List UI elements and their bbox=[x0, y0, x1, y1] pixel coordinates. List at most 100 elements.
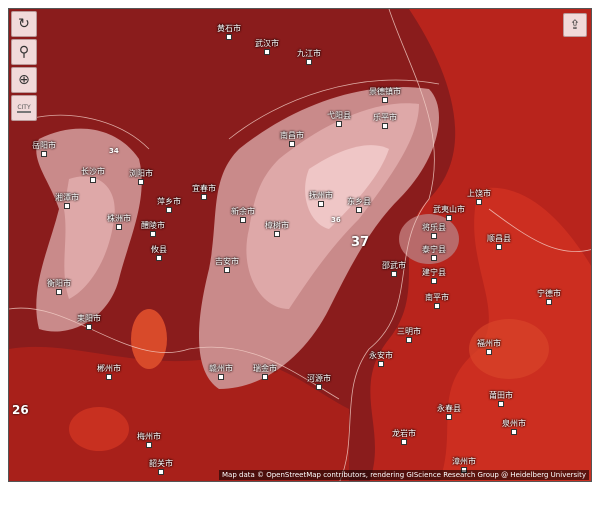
city-name: 瑞金市 bbox=[253, 364, 277, 373]
city-marker-icon bbox=[431, 278, 437, 284]
city-marker-icon bbox=[498, 401, 504, 407]
map-attribution: Map data © OpenStreetMap contributors, r… bbox=[219, 470, 589, 480]
city-marker-icon bbox=[166, 207, 172, 213]
city-marker-icon bbox=[226, 34, 232, 40]
city-marker-icon bbox=[431, 255, 437, 261]
city-label: 郴州市 bbox=[97, 364, 121, 380]
city-name: 弋阳县 bbox=[327, 111, 351, 120]
city-label: 黄石市 bbox=[217, 24, 241, 40]
city-name: 抚州市 bbox=[309, 191, 333, 200]
city-label: 梅州市 bbox=[137, 432, 161, 448]
city-name: 莆田市 bbox=[489, 391, 513, 400]
city-name: 将乐县 bbox=[422, 223, 446, 232]
city-marker-icon bbox=[240, 217, 246, 223]
city-name: 三明市 bbox=[397, 327, 421, 336]
toggle-line-icon bbox=[17, 110, 31, 113]
city-marker-icon bbox=[218, 374, 224, 380]
city-label: 东乡县 bbox=[347, 197, 371, 213]
city-name: 醴陵市 bbox=[141, 221, 165, 230]
city-name: 泉州市 bbox=[502, 419, 526, 428]
city-marker-icon bbox=[434, 303, 440, 309]
city-marker-icon bbox=[158, 469, 164, 475]
city-marker-icon bbox=[382, 97, 388, 103]
city-label: 湘潭市 bbox=[55, 193, 79, 209]
city-name: 顺昌县 bbox=[487, 234, 511, 243]
temperature-map[interactable]: ↻ ⚲ ⊕ CITY ⇪ 南昌市 景德镇市乐平市 弋阳县抚州市东乡县新余市樟树市吉安… bbox=[8, 8, 592, 482]
city-label: CITY bbox=[17, 103, 31, 111]
city-name: 建宁县 bbox=[422, 268, 446, 277]
city-label: 泉州市 bbox=[502, 419, 526, 435]
city-marker-icon bbox=[289, 141, 295, 147]
city-name: 樟树市 bbox=[265, 221, 289, 230]
city-marker-icon bbox=[446, 414, 452, 420]
city-marker-icon bbox=[486, 349, 492, 355]
city-name: 郴州市 bbox=[97, 364, 121, 373]
city-label: 赣州市 bbox=[209, 364, 233, 380]
city-name: 永安市 bbox=[369, 351, 393, 360]
city-name: 韶关市 bbox=[149, 459, 173, 468]
city-name: 乐平市 bbox=[373, 113, 397, 122]
city-label: 九江市 bbox=[297, 49, 321, 65]
city-label: 浏阳市 bbox=[129, 169, 153, 185]
city-marker-icon bbox=[264, 49, 270, 55]
city-label: 吉安市 bbox=[215, 257, 239, 273]
city-name: 萍乡市 bbox=[157, 197, 181, 206]
city-label: 樟树市 bbox=[265, 221, 289, 237]
city-marker-icon bbox=[378, 361, 384, 367]
city-marker-icon bbox=[391, 271, 397, 277]
city-name: 新余市 bbox=[231, 207, 255, 216]
city-label: 抚州市 bbox=[309, 191, 333, 207]
city-name: 景德镇市 bbox=[369, 87, 401, 96]
contour-label: 26 bbox=[12, 403, 29, 417]
city-marker-icon bbox=[406, 337, 412, 343]
city-label: 永安市 bbox=[369, 351, 393, 367]
city-label: 建宁县 bbox=[422, 268, 446, 284]
city-marker-icon bbox=[150, 231, 156, 237]
city-label: 萍乡市 bbox=[157, 197, 181, 213]
city-marker-icon bbox=[401, 439, 407, 445]
city-marker-icon bbox=[41, 151, 47, 157]
city-label: 邵武市 bbox=[382, 261, 406, 277]
city-label: 泰宁县 bbox=[422, 245, 446, 261]
city-name: 上饶市 bbox=[467, 189, 491, 198]
city-name: 株洲市 bbox=[107, 214, 131, 223]
locate-button[interactable]: ⚲ bbox=[11, 39, 37, 65]
city-marker-icon bbox=[224, 267, 230, 273]
city-marker-icon bbox=[496, 244, 502, 250]
city-label: 武汉市 bbox=[255, 39, 279, 55]
city-label: 三明市 bbox=[397, 327, 421, 343]
city-toggle-button[interactable]: CITY bbox=[11, 95, 37, 121]
city-name: 永春县 bbox=[437, 404, 461, 413]
city-marker-icon bbox=[476, 199, 482, 205]
city-name: 攸县 bbox=[151, 245, 167, 254]
refresh-icon: ↻ bbox=[18, 16, 30, 32]
city-marker-icon bbox=[262, 374, 268, 380]
city-name: 河源市 bbox=[307, 374, 331, 383]
zoom-in-icon: ⊕ bbox=[18, 72, 30, 88]
city-marker-icon bbox=[86, 324, 92, 330]
city-marker-icon bbox=[511, 429, 517, 435]
city-name: 湘潭市 bbox=[55, 193, 79, 202]
city-label: 瑞金市 bbox=[253, 364, 277, 380]
city-label: 宁德市 bbox=[537, 289, 561, 305]
city-label: 耒阳市 bbox=[77, 314, 101, 330]
city-marker-icon bbox=[106, 374, 112, 380]
city-label: 南昌市 bbox=[280, 131, 304, 147]
location-pin-icon: ⚲ bbox=[18, 44, 30, 60]
city-name: 东乡县 bbox=[347, 197, 371, 206]
share-button[interactable]: ⇪ bbox=[563, 13, 587, 37]
city-name: 武夷山市 bbox=[433, 205, 465, 214]
city-label: 顺昌县 bbox=[487, 234, 511, 250]
city-name: 宜春市 bbox=[192, 184, 216, 193]
refresh-button[interactable]: ↻ bbox=[11, 11, 37, 37]
city-name: 九江市 bbox=[297, 49, 321, 58]
zoom-button[interactable]: ⊕ bbox=[11, 67, 37, 93]
city-marker-icon bbox=[146, 442, 152, 448]
city-marker-icon bbox=[306, 59, 312, 65]
city-name: 泰宁县 bbox=[422, 245, 446, 254]
city-label: 将乐县 bbox=[422, 223, 446, 239]
city-name: 衡阳市 bbox=[47, 279, 71, 288]
city-label: 长沙市 bbox=[81, 167, 105, 183]
city-label: 南平市 bbox=[425, 293, 449, 309]
city-marker-icon bbox=[356, 207, 362, 213]
